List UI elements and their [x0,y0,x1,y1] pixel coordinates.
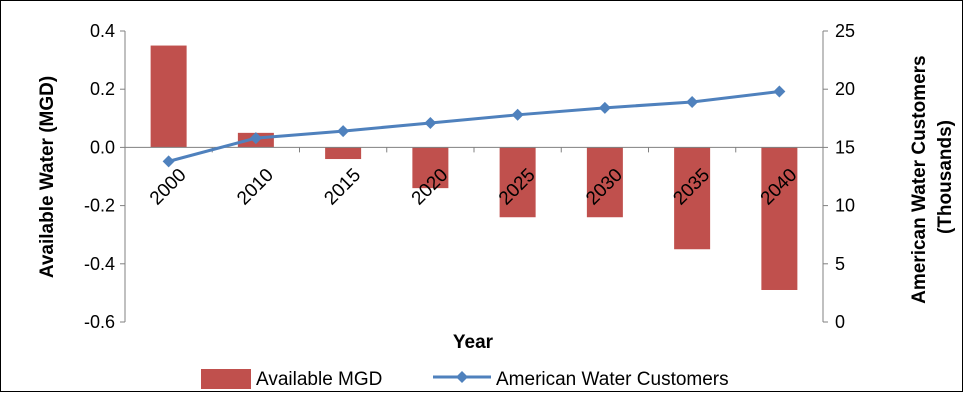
customers-point-2015 [337,125,350,138]
left-tick-label: 0.0 [90,137,115,157]
bar-2000 [150,45,187,148]
legend: Available MGD American Water Customers [201,369,729,390]
customers-point-2035 [686,96,699,109]
right-axis-title: American Water Customers (Thousands) [909,50,956,304]
legend-item-available-mgd: Available MGD [201,369,382,390]
category-label-2015: 2015 [320,165,365,210]
right-tick-label: 0 [835,312,845,332]
right-tick-label: 25 [835,21,855,41]
line-series [162,85,786,168]
customers-point-2000 [162,155,175,168]
customers-point-2025 [511,108,524,121]
bar-2025 [499,147,536,218]
right-axis-title-line1: American Water Customers [909,55,930,303]
legend-label-available-mgd: Available MGD [256,369,382,390]
category-label-2010: 2010 [233,165,278,210]
left-tick-label: -0.2 [84,196,115,216]
left-tick-label: 0.2 [90,79,115,99]
left-axis-title: Available Water (MGD) [37,76,58,278]
right-axis-ticks: 25 20 15 10 5 0 [823,21,855,332]
left-tick-label: -0.4 [84,254,115,274]
x-axis-title: Year [453,332,494,353]
right-tick-label: 15 [835,137,855,157]
legend-swatch-bar [201,369,251,389]
legend-swatch-marker [456,371,468,383]
customers-line [168,90,780,163]
category-label-2000: 2000 [146,165,191,210]
axes [124,31,824,322]
customers-point-2040 [773,85,786,98]
right-tick-label: 20 [835,79,855,99]
bar-2040 [761,147,798,290]
right-axis-title-line2: (Thousands) [935,120,956,234]
bar-2020 [412,147,449,189]
right-tick-label: 5 [835,254,845,274]
left-tick-label: 0.4 [90,21,115,41]
bar-series [150,45,798,290]
customers-point-2030 [598,101,611,114]
left-tick-label: -0.6 [84,312,115,332]
bar-2030 [586,147,623,218]
customers-point-2020 [424,116,437,129]
left-axis-ticks: 0.4 0.2 0.0 -0.2 -0.4 -0.6 [84,21,125,332]
bar-2015 [325,147,362,160]
bar-2035 [674,147,711,250]
legend-label-customers: American Water Customers [496,369,729,390]
legend-item-customers: American Water Customers [433,369,729,390]
right-tick-label: 10 [835,196,855,216]
customers-point-2010 [249,132,262,145]
